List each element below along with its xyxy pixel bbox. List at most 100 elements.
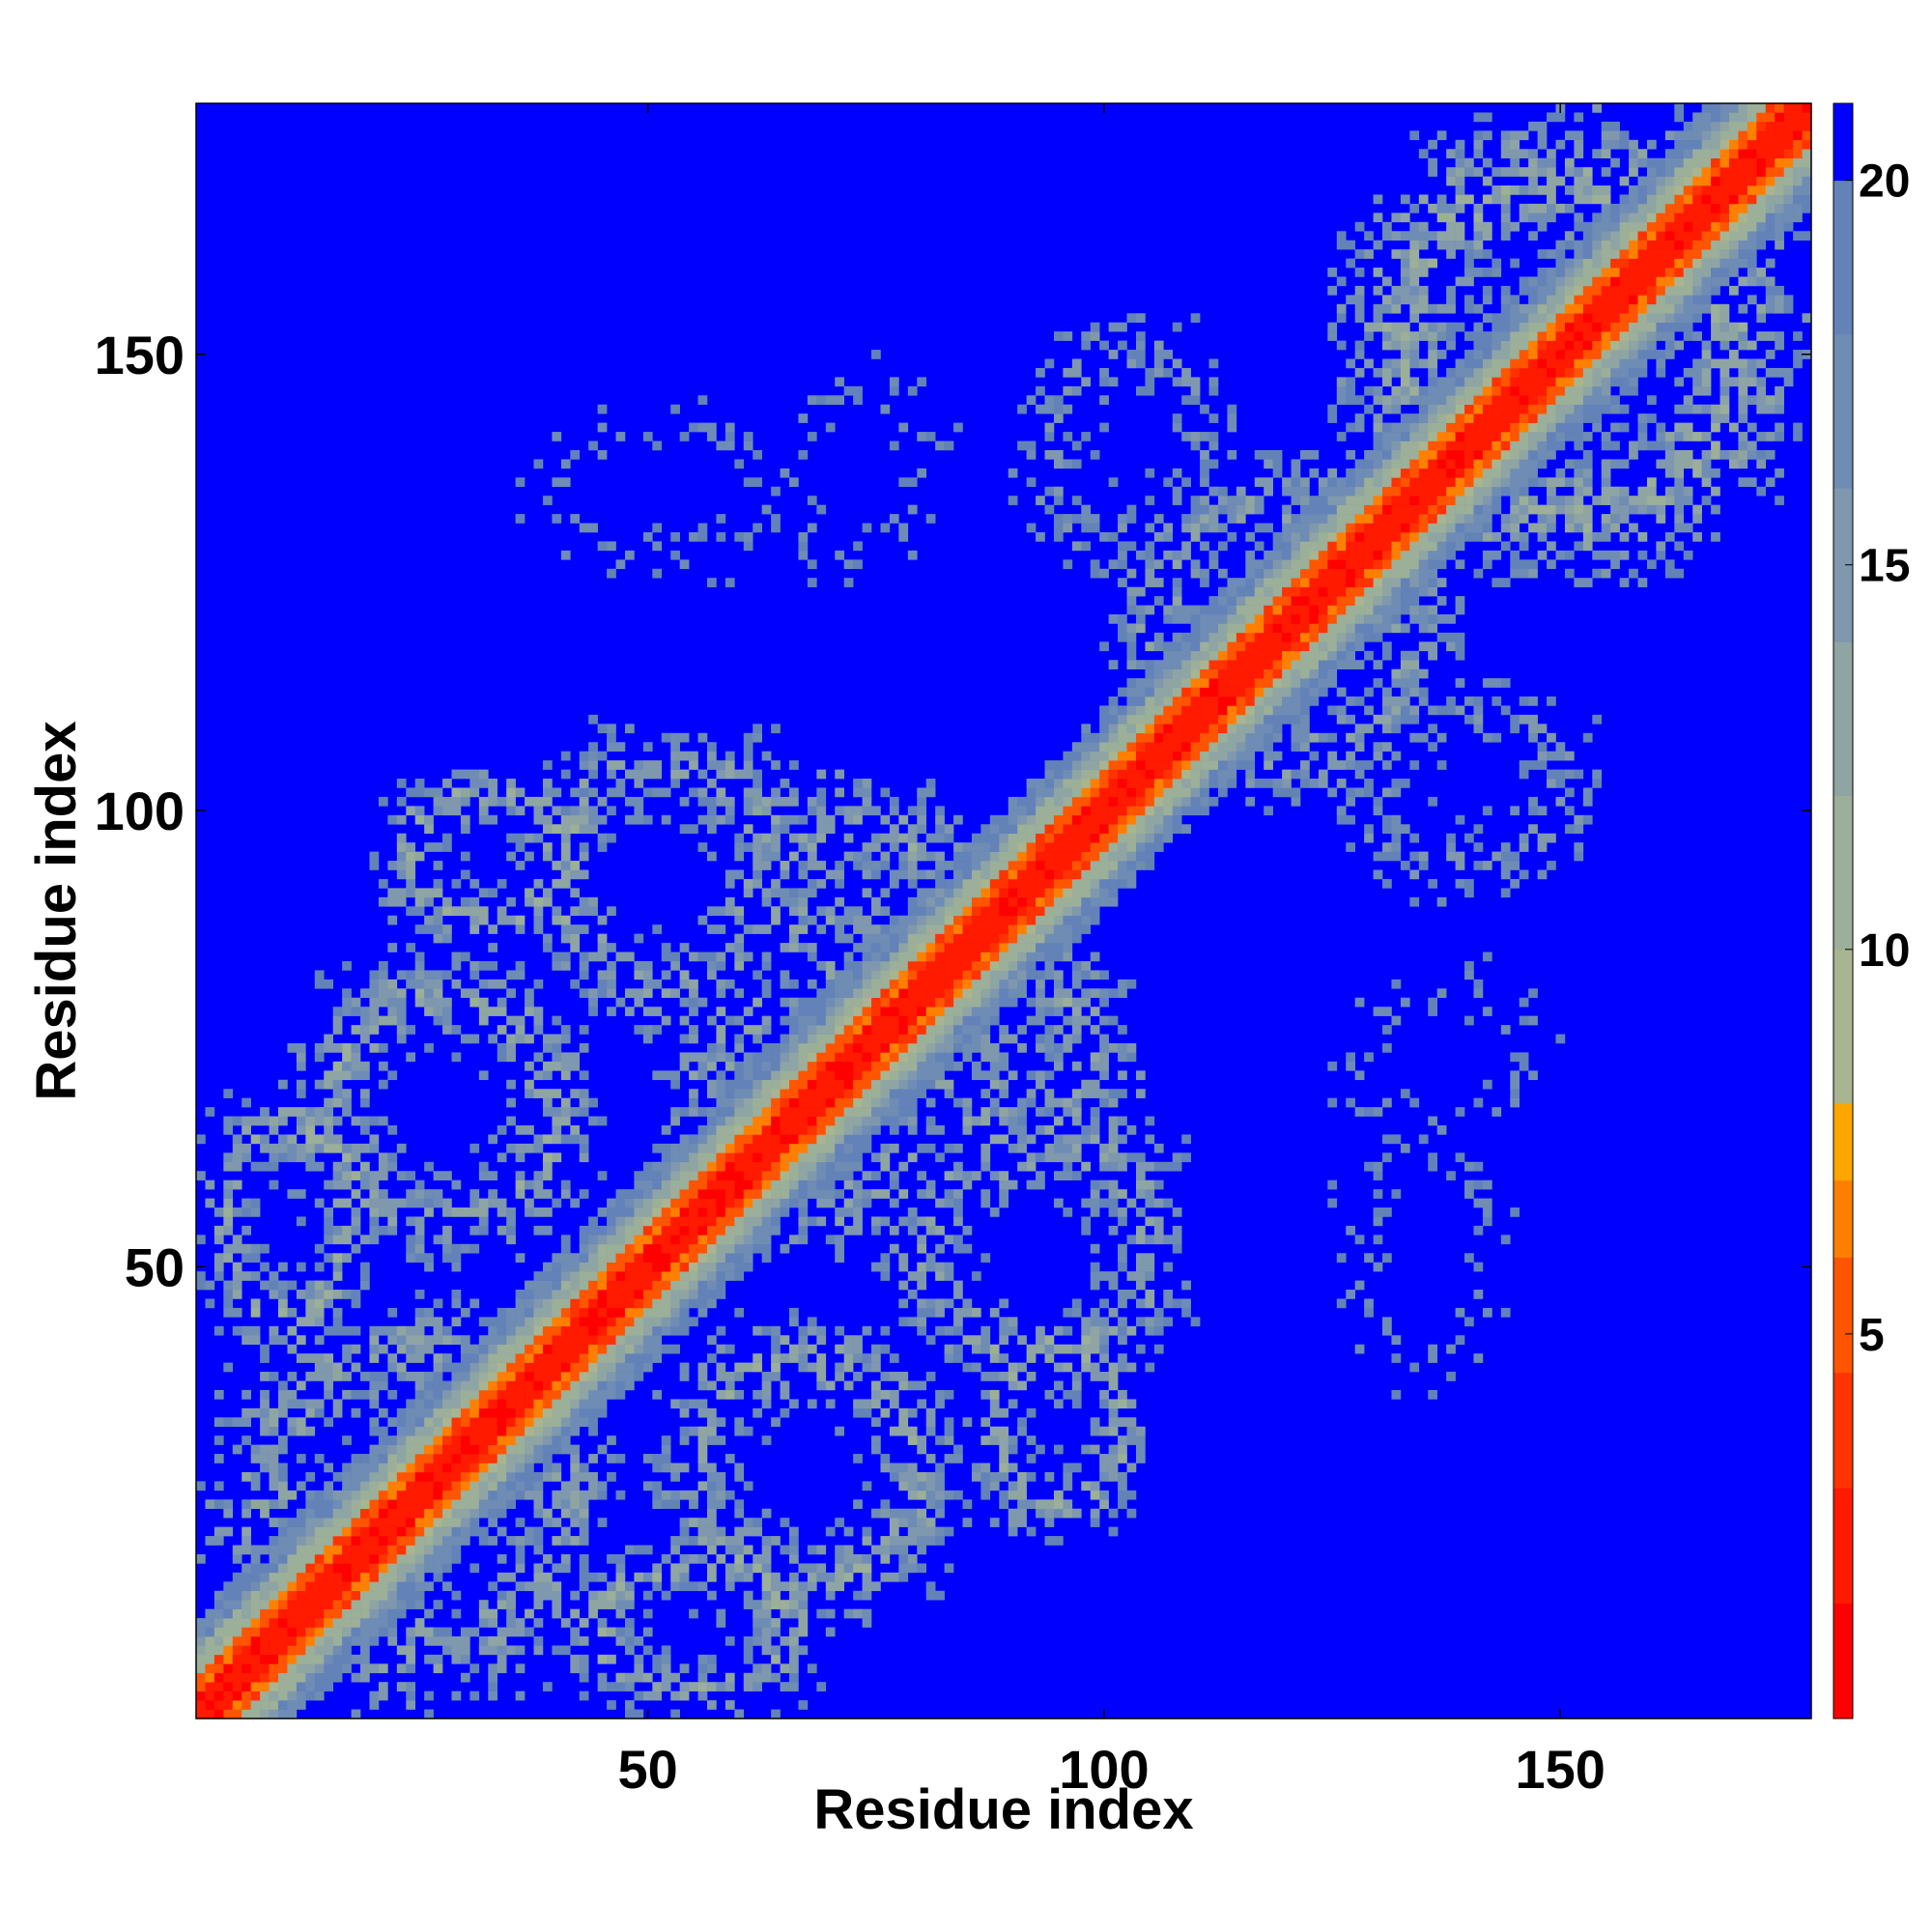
heatmap-cell [351, 1407, 361, 1418]
heatmap-cell [1044, 888, 1055, 898]
heatmap-cell [324, 1042, 333, 1053]
heatmap-cell [433, 787, 443, 798]
heatmap-cell [579, 1271, 589, 1281]
heatmap-cell [1081, 1198, 1092, 1208]
heatmap-cell [853, 1143, 863, 1153]
heatmap-cell [999, 1107, 1009, 1117]
heatmap-cell [706, 1700, 717, 1710]
heatmap-cell [525, 851, 534, 862]
heatmap-cell [689, 1536, 698, 1546]
heatmap-cell [1044, 1471, 1055, 1482]
heatmap-cell [579, 1518, 589, 1527]
heatmap-cell [835, 878, 844, 889]
heatmap-cell [743, 806, 753, 816]
heatmap-cell [953, 1325, 963, 1336]
heatmap-cell [734, 906, 745, 917]
heatmap-cell [360, 1499, 370, 1510]
heatmap-cell [1071, 769, 1082, 780]
heatmap-cell [414, 1179, 425, 1190]
heatmap-cell [232, 1581, 242, 1592]
heatmap-cell [807, 943, 817, 952]
heatmap-cell [1081, 751, 1092, 761]
heatmap-cell [378, 796, 388, 807]
heatmap-cell [506, 1417, 516, 1428]
heatmap-cell [369, 1463, 380, 1473]
heatmap-cell [971, 851, 981, 862]
heatmap-cell [652, 787, 663, 798]
heatmap-cell [898, 943, 909, 952]
heatmap-cell [424, 924, 434, 934]
heatmap-cell [798, 541, 809, 552]
heatmap-cell [1081, 377, 1092, 387]
heatmap-cell [789, 814, 799, 825]
heatmap-cell [296, 1262, 306, 1272]
heatmap-cell [533, 1481, 544, 1492]
heatmap-cell [898, 1298, 909, 1309]
heatmap-cell [716, 1682, 726, 1691]
heatmap-cell [597, 1627, 608, 1637]
heatmap-cell [579, 988, 589, 999]
heatmap-cell [853, 1161, 863, 1172]
heatmap-cell [642, 1645, 653, 1656]
heatmap-cell [1071, 1380, 1082, 1391]
heatmap-cell [469, 1389, 480, 1400]
heatmap-cell [980, 1435, 991, 1445]
heatmap-cell [342, 1581, 352, 1592]
heatmap-cell [497, 1481, 507, 1492]
heatmap-cell [989, 1070, 1000, 1081]
heatmap-cell [889, 1179, 899, 1190]
heatmap-cell [1099, 806, 1109, 816]
heatmap-cell [989, 896, 1000, 907]
heatmap-cell [634, 1216, 644, 1227]
heatmap-cell [406, 1171, 416, 1180]
heatmap-cell [360, 1645, 370, 1656]
heatmap-cell [560, 769, 571, 780]
heatmap-cell [332, 1317, 343, 1327]
heatmap-cell [944, 1198, 954, 1208]
heatmap-cell [753, 1627, 762, 1637]
heatmap-cell [525, 988, 534, 999]
heatmap-cell [223, 1417, 234, 1428]
heatmap-cell [706, 970, 717, 980]
heatmap-cell [570, 1481, 581, 1492]
heatmap-cell [670, 531, 680, 542]
heatmap-cell [825, 1025, 836, 1035]
heatmap-cell [1090, 1107, 1100, 1117]
heatmap-cell [1044, 404, 1055, 414]
heatmap-cell [853, 1335, 863, 1345]
heatmap-cell [853, 915, 863, 925]
heatmap-cell [642, 1216, 653, 1227]
heatmap-cell [907, 833, 918, 843]
heatmap-cell [360, 1627, 370, 1637]
heatmap-cell [607, 1325, 616, 1336]
heatmap-cell [724, 1454, 735, 1463]
heatmap-cell [953, 933, 963, 944]
heatmap-cell [780, 1179, 790, 1190]
heatmap-cell [296, 1645, 306, 1656]
heatmap-cell [360, 1490, 370, 1500]
heatmap-cell [552, 1389, 562, 1400]
heatmap-cell [971, 1061, 981, 1071]
heatmap-cell [542, 1152, 553, 1163]
heatmap-cell [525, 1208, 534, 1217]
heatmap-cell [853, 1042, 863, 1053]
heatmap-cell [716, 1417, 726, 1428]
heatmap-cell [1053, 1007, 1064, 1016]
heatmap-cell [414, 1216, 425, 1227]
heatmap-cell [971, 1034, 981, 1044]
heatmap-cell [460, 1353, 470, 1363]
heatmap-cell [807, 997, 817, 1008]
heatmap-cell [396, 1015, 407, 1026]
heatmap-cell [843, 806, 854, 816]
heatmap-cell [1008, 1490, 1018, 1500]
heatmap-cell [542, 842, 553, 852]
heatmap-cell [351, 1389, 361, 1400]
heatmap-cell [925, 1216, 936, 1227]
heatmap-cell [989, 1015, 1000, 1026]
heatmap-cell [460, 1518, 470, 1527]
heatmap-cell [880, 1536, 891, 1546]
heatmap-cell [935, 824, 945, 835]
heatmap-cell [935, 440, 945, 451]
heatmap-cell [798, 531, 809, 542]
heatmap-cell [451, 1290, 462, 1299]
